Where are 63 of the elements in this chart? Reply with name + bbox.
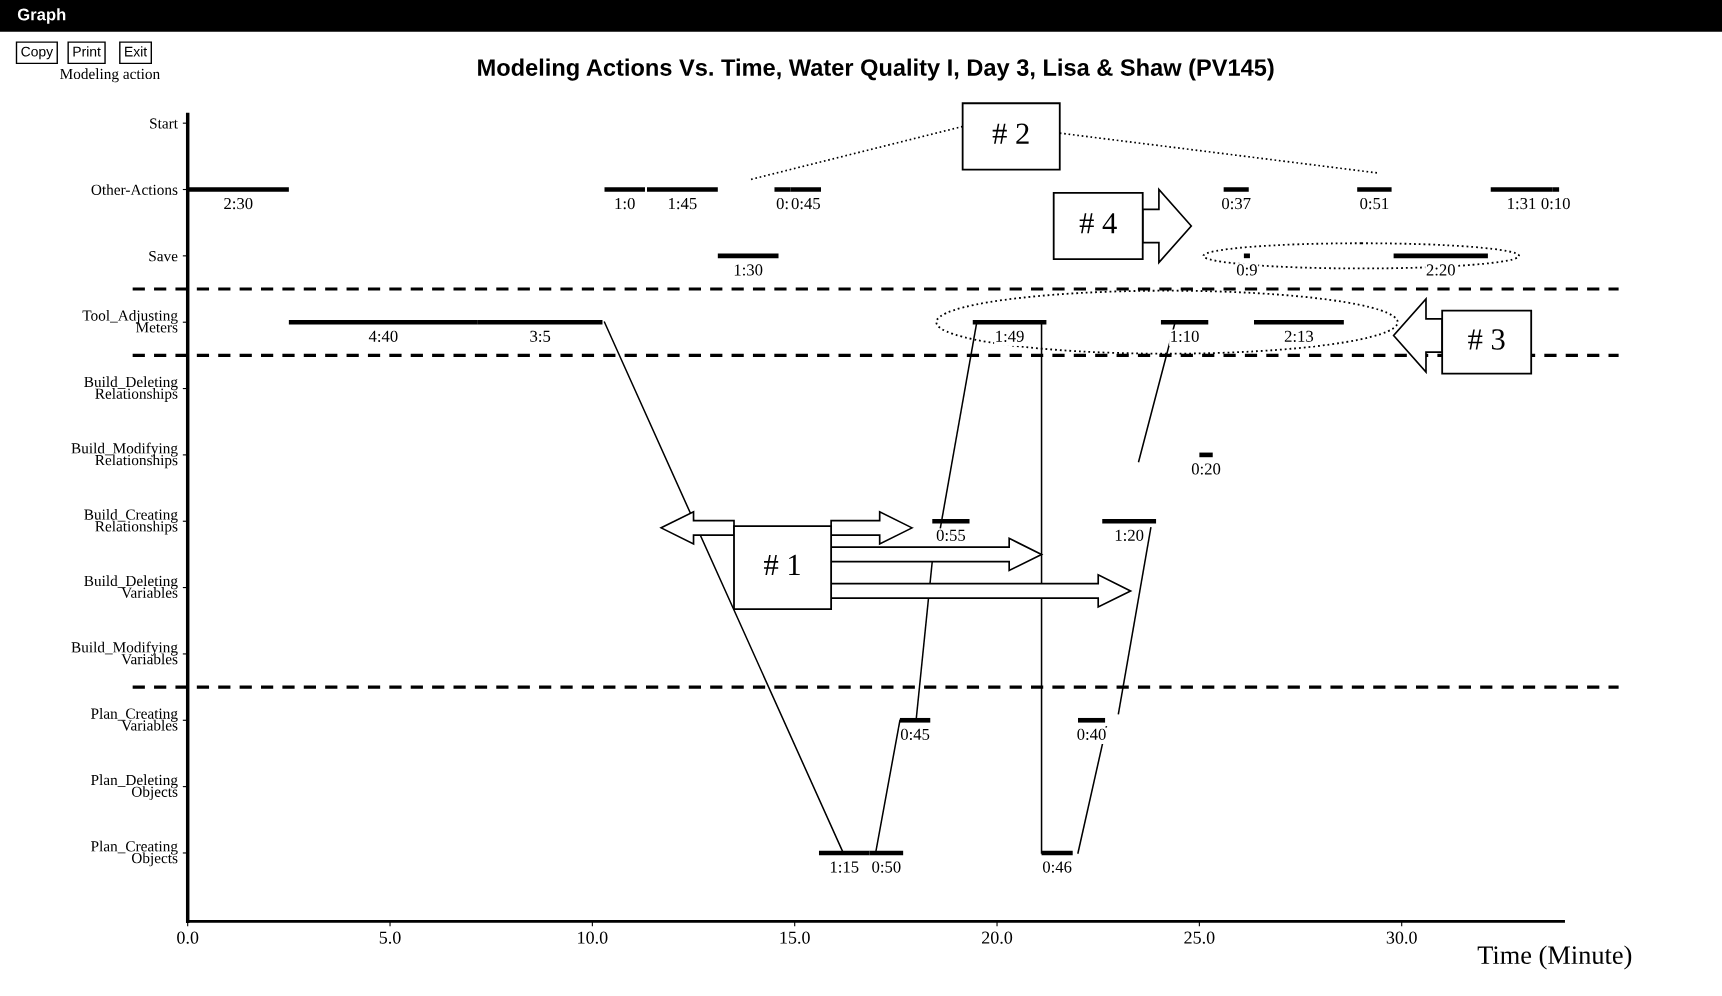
y-tick-label: Plan_Creating Objects bbox=[91, 840, 178, 867]
y-tick-label: Other-Actions bbox=[91, 184, 178, 195]
x-tick-label: 25.0 bbox=[1184, 931, 1215, 944]
y-tick-label: Build_Modifying Relationships bbox=[71, 442, 178, 469]
x-axis-title: Time (Minute) bbox=[1477, 945, 1632, 970]
data-label: 2:30 bbox=[224, 197, 253, 210]
data-label: 3:5 bbox=[530, 330, 551, 342]
bar bbox=[1199, 452, 1213, 458]
bar bbox=[1254, 319, 1344, 325]
data-label: 0:50 bbox=[872, 861, 901, 873]
data-label: 0: bbox=[776, 197, 788, 210]
text: Copy bbox=[21, 46, 54, 60]
annotation: # 4 bbox=[1079, 213, 1117, 234]
annotation: # 1 bbox=[764, 554, 800, 576]
x-tick-label: 30.0 bbox=[1386, 931, 1417, 944]
bar bbox=[1223, 187, 1249, 192]
y-tick-label: Tool_Adjusting Meters bbox=[82, 309, 178, 333]
y-tick-label: Build_Deleting Relationships bbox=[84, 376, 178, 402]
data-label: 1:49 bbox=[996, 330, 1024, 342]
x-tick-label: 10.0 bbox=[578, 931, 608, 944]
y-tick-label: Save bbox=[149, 251, 178, 262]
bar bbox=[647, 187, 718, 192]
chart-title: Modeling Actions Vs. Time, Water Quality I, Day 3, Lisa & Shaw (PV145) bbox=[478, 58, 1274, 81]
data-label: 4:40 bbox=[368, 330, 398, 342]
data-label: 0:9 bbox=[1236, 264, 1257, 276]
annotation: # 3 bbox=[1468, 329, 1505, 350]
data-label: 1:15 bbox=[830, 861, 859, 873]
y-axis-title: Modeling action bbox=[60, 68, 160, 83]
data-label: 2:13 bbox=[1284, 330, 1314, 342]
bar bbox=[604, 187, 645, 192]
data-label: 1:30 bbox=[734, 264, 763, 276]
data-label: 0:20 bbox=[1191, 463, 1221, 475]
bar bbox=[1077, 717, 1106, 723]
data-label: 0:46 bbox=[1042, 861, 1072, 873]
data-label: 0:51 bbox=[1360, 197, 1389, 210]
text: Exit bbox=[125, 46, 148, 57]
bar bbox=[1357, 187, 1392, 192]
x-tick-label: 15.0 bbox=[780, 931, 810, 944]
text: Graph bbox=[17, 8, 66, 24]
data-label: 1:20 bbox=[1115, 529, 1144, 541]
data-label: 0:10 bbox=[1541, 197, 1570, 210]
data-label: 1:10 bbox=[1171, 330, 1199, 342]
y-tick-label: Build_Creating Relationships bbox=[84, 508, 178, 535]
data-label: 0:37 bbox=[1222, 197, 1251, 210]
data-label: 1:0 bbox=[615, 197, 635, 210]
y-tick-label: Build_Deleting Variables bbox=[84, 575, 178, 598]
data-label: 0:45 bbox=[791, 197, 820, 210]
data-label: 0:55 bbox=[936, 529, 966, 541]
annotation: # 2 bbox=[992, 123, 1029, 144]
data-label: 0:45 bbox=[900, 728, 930, 741]
text: Print bbox=[73, 46, 101, 57]
data-label: 0:40 bbox=[1077, 728, 1106, 741]
y-tick-label: Start bbox=[150, 118, 178, 129]
x-tick-label: 5.0 bbox=[379, 931, 401, 944]
x-tick-label: 20.0 bbox=[982, 931, 1013, 944]
y-tick-label: Plan_Creating Variables bbox=[91, 708, 178, 731]
y-tick-label: Plan_Deleting Objects bbox=[91, 774, 178, 800]
data-label: 1:45 bbox=[669, 198, 697, 210]
data-label: 2:20 bbox=[1426, 264, 1455, 276]
data-label: 1:31 bbox=[1508, 198, 1536, 210]
y-tick-label: Build_Modifying Variables bbox=[71, 641, 178, 665]
bar bbox=[1102, 518, 1157, 524]
x-tick-label: 0.0 bbox=[177, 931, 199, 944]
